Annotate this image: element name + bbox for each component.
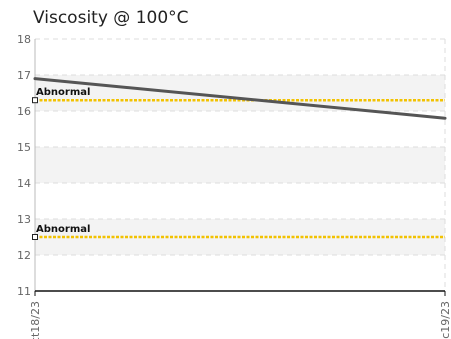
chart-title: Viscosity @ 100°C bbox=[33, 8, 189, 28]
threshold-lines: Abnormal Abnormal bbox=[32, 87, 445, 240]
x-tick-label: c19/23 bbox=[439, 301, 451, 339]
y-tick-label: 14 bbox=[17, 177, 31, 190]
x-tick-labels: ct18/23 c19/23 bbox=[29, 301, 451, 339]
y-tick-label: 13 bbox=[17, 213, 31, 226]
y-tick-label: 15 bbox=[17, 141, 31, 154]
shaded-band-1 bbox=[35, 147, 445, 183]
y-tick-label: 17 bbox=[17, 69, 31, 82]
shaded-band-2 bbox=[35, 75, 445, 111]
y-tick-label: 16 bbox=[17, 105, 31, 118]
series-line bbox=[33, 77, 447, 120]
axes bbox=[34, 39, 446, 296]
y-tick-label: 18 bbox=[17, 33, 31, 46]
threshold-label: Abnormal bbox=[36, 224, 90, 235]
data-series bbox=[33, 77, 447, 120]
threshold-marker bbox=[32, 97, 38, 104]
shaded-bands bbox=[35, 75, 445, 255]
x-tick-label: ct18/23 bbox=[29, 301, 42, 339]
y-tick-labels: 11 12 13 14 15 16 17 18 bbox=[17, 33, 31, 298]
threshold-label: Abnormal bbox=[36, 87, 90, 98]
y-tick-label: 11 bbox=[17, 285, 31, 298]
y-tick-label: 12 bbox=[17, 249, 31, 262]
threshold-marker bbox=[32, 234, 38, 240]
